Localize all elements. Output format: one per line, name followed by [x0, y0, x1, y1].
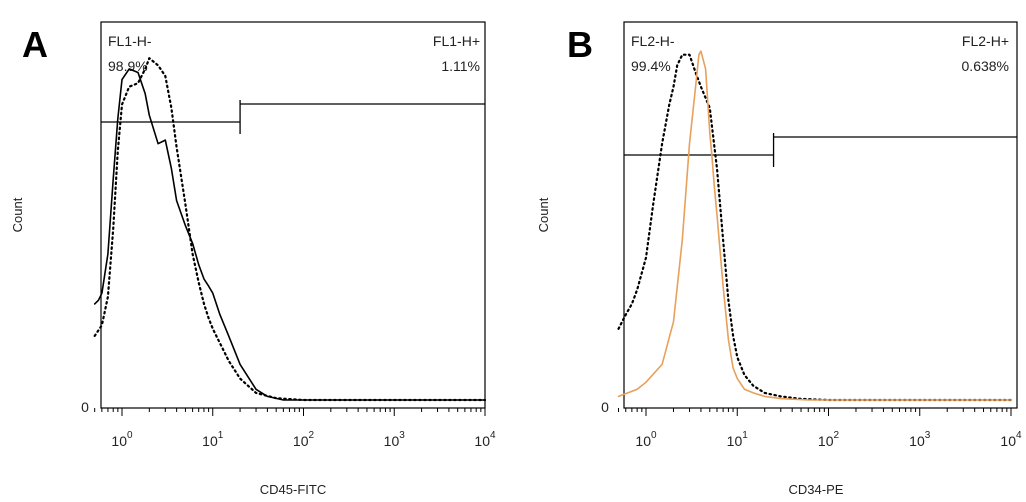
gate-neg-label-a: FL1-H- [108, 33, 152, 49]
panel-a: A 0 Count CD45-FITC FL1-H- 98.9% FL1-H+ … [10, 21, 496, 497]
series-isotype-control-curve [93, 57, 487, 402]
x-axis-label-b: CD34-PE [789, 482, 844, 497]
series-sample-curve [617, 50, 1012, 401]
x-tick-label: 102 [293, 430, 315, 449]
series-group-a [93, 57, 487, 402]
gate-neg-pct-b: 99.4% [631, 58, 671, 74]
x-axis-ticks-a: 100 101 102 103 104 [94, 408, 496, 449]
series-group-b [617, 50, 1013, 402]
gate-pos-label-a: FL1-H+ [433, 33, 480, 49]
plot-frame-a [100, 21, 486, 409]
plot-frame-b [623, 21, 1018, 409]
x-tick-label: 104 [1000, 430, 1022, 449]
panel-label-b: B [567, 24, 593, 65]
x-tick-label: 100 [111, 430, 133, 449]
panel-label-a: A [22, 24, 48, 65]
gate-pos-pct-a: 1.11% [441, 58, 480, 74]
y-axis-label-a: Count [10, 197, 25, 232]
gate-markers-b [624, 133, 1017, 167]
gate-pos-pct-b: 0.638% [962, 58, 1009, 74]
x-axis-ticks-b: 100 101 102 103 104 [618, 408, 1022, 449]
gate-neg-pct-a: 98.9% [108, 58, 148, 74]
x-tick-label: 101 [727, 430, 749, 449]
series-sample-curve [93, 68, 486, 401]
panel-b: B 0 Count CD34-PE FL2-H- 99.4% FL2-H+ 0.… [536, 21, 1022, 497]
x-tick-label: 102 [818, 430, 840, 449]
x-tick-label: 101 [202, 430, 224, 449]
x-tick-label: 100 [635, 430, 657, 449]
series-isotype-control-curve [617, 53, 1013, 402]
y-axis-label-b: Count [536, 197, 551, 232]
x-axis-label-a: CD45-FITC [260, 482, 326, 497]
y-tick-label-zero-a: 0 [81, 399, 89, 415]
y-tick-label-zero-b: 0 [601, 399, 609, 415]
x-tick-label: 104 [474, 430, 496, 449]
x-tick-label: 103 [909, 430, 931, 449]
gate-pos-label-b: FL2-H+ [962, 33, 1009, 49]
gate-neg-label-b: FL2-H- [631, 33, 675, 49]
gate-markers-a [101, 100, 485, 134]
x-tick-label: 103 [384, 430, 406, 449]
